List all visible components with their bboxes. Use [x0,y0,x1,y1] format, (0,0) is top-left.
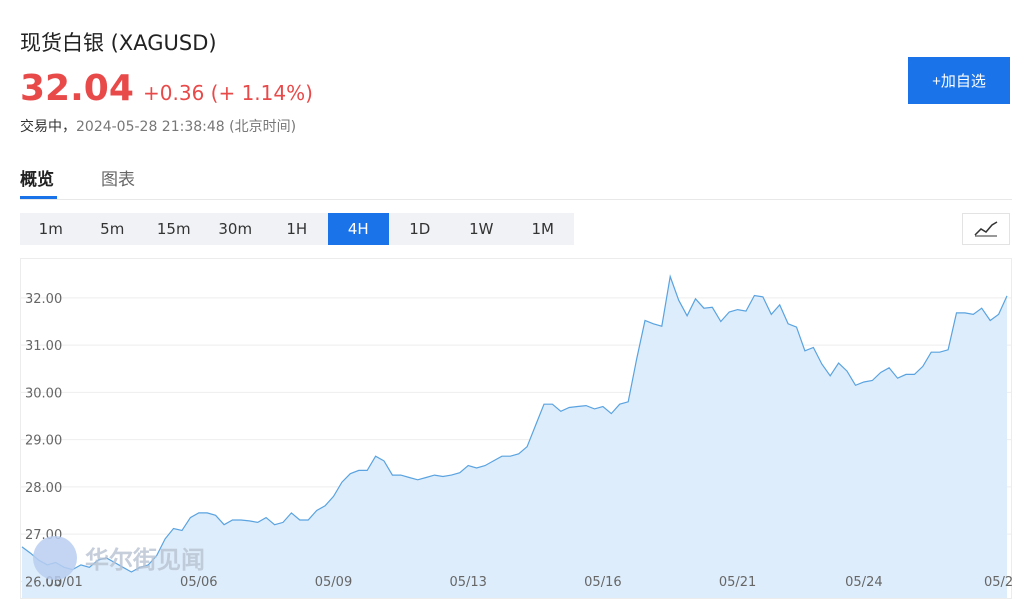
period-button[interactable]: 15m [156,220,191,238]
title: 现货白银 (XAGUSD) [20,31,217,55]
divider [20,199,1012,200]
area-fill [22,276,1007,598]
period-button[interactable]: 5m [100,220,125,238]
x-tick-label: 05/24 [845,575,882,590]
x-tick-label: 05/21 [719,575,756,590]
price-line [21,274,1008,573]
period-button[interactable]: 1M [531,220,555,238]
follow-button[interactable]: +加自选 [908,57,1010,104]
period-button[interactable]: 1W [469,220,494,238]
price-change: +0.36 (+ 1.14%) [143,81,313,105]
period-button[interactable]: 4H [327,213,389,245]
trading-status: 交易中， [20,119,76,135]
watermark-text: 华尔街见闻 [85,546,205,574]
watermark-logo [33,536,77,580]
logo-circle [33,536,77,580]
y-tick-label: 31.00 [25,339,62,354]
price: 32.04 [20,68,134,109]
x-tick-label: 05/13 [449,575,486,590]
period-button[interactable]: 1H [286,220,308,238]
period-button[interactable]: 1D [409,220,431,238]
chart-icon [974,221,998,237]
tab[interactable]: 概览 [20,170,54,190]
x-tick-label: 05/06 [180,575,217,590]
period-button[interactable]: 1m [38,220,63,238]
chart-type-button[interactable] [962,213,1010,245]
tab[interactable]: 图表 [101,170,135,190]
tab-indicator [20,196,57,199]
period-button[interactable]: 30m [218,220,253,238]
y-tick-label: 29.00 [25,434,62,449]
period-bar: 1m 5m 15m 30m 1H 4H 1D 1W 1M [20,213,574,245]
status-line: 交易中，2024-05-28 21:38:48 (北京时间) [20,116,296,136]
x-tick-label: 05/09 [315,575,352,590]
x-tick-label: 05/16 [584,575,621,590]
timestamp: 2024-05-28 21:38:48 (北京时间) [76,119,297,135]
y-tick-label: 28.00 [25,481,62,496]
chart-frame [20,258,1012,599]
x-tick-label: 05/2 [984,575,1013,590]
y-tick-label: 30.00 [25,386,62,401]
y-tick-label: 32.00 [25,292,62,307]
